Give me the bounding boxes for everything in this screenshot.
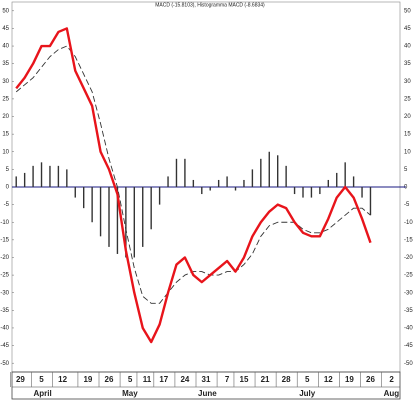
x-tick-label: 11 xyxy=(143,375,152,384)
x-tick-label: 7 xyxy=(225,375,230,384)
month-label: Aug xyxy=(384,389,400,398)
month-label: April xyxy=(34,389,52,398)
x-tick-label: 17 xyxy=(159,375,168,384)
y-tick-label: 45 xyxy=(2,26,9,32)
y-tick-label-right: -40 xyxy=(404,326,413,332)
y-tick-label-right: 0 xyxy=(404,185,408,191)
y-tick-label-right: 10 xyxy=(404,149,411,155)
y-tick-label: 0 xyxy=(6,185,10,191)
y-tick-label: 10 xyxy=(2,149,9,155)
x-tick-label: 21 xyxy=(261,375,270,384)
x-tick-label: 28 xyxy=(282,375,291,384)
y-tick-label-right: -20 xyxy=(404,255,413,261)
x-tick-label: 26 xyxy=(366,375,375,384)
y-tick-label: -20 xyxy=(0,255,9,261)
y-tick-label: -35 xyxy=(0,308,9,314)
y-tick-label: -50 xyxy=(0,361,9,367)
y-tick-label: 15 xyxy=(2,132,9,138)
y-tick-label-right: -50 xyxy=(404,361,413,367)
x-tick-label: 2 xyxy=(389,375,394,384)
y-tick-label: -10 xyxy=(0,220,9,226)
y-tick-label: -45 xyxy=(0,343,9,349)
y-tick-label-right: 40 xyxy=(404,44,411,50)
x-tick-label: 15 xyxy=(240,375,249,384)
x-tick-label: 19 xyxy=(345,375,354,384)
y-tick-label: 20 xyxy=(2,114,9,120)
y-tick-label: -5 xyxy=(4,202,10,208)
y-tick-label-right: -45 xyxy=(404,343,413,349)
y-tick-label: -40 xyxy=(0,326,9,332)
y-tick-label: 5 xyxy=(6,167,10,173)
y-tick-label-right: 30 xyxy=(404,79,411,85)
x-tick-label: 5 xyxy=(39,375,44,384)
y-tick-label: 35 xyxy=(2,61,9,67)
x-tick-label: 19 xyxy=(83,375,92,384)
x-tick-label: 5 xyxy=(305,375,310,384)
signal-line xyxy=(15,45,371,304)
y-tick-label-right: 50 xyxy=(404,8,411,14)
chart-title: MACD (-15.8103), Histogramma MACD (-8.68… xyxy=(155,2,265,8)
macd-line xyxy=(15,27,372,344)
y-tick-label-right: -15 xyxy=(404,237,413,243)
x-tick-label: 12 xyxy=(324,375,333,384)
y-tick-label: 30 xyxy=(2,79,9,85)
y-tick-label: -30 xyxy=(0,290,9,296)
x-tick-label: 29 xyxy=(16,375,25,384)
y-tick-label-right: 45 xyxy=(404,26,411,32)
month-label: May xyxy=(122,389,138,398)
y-tick-label-right: 35 xyxy=(404,61,411,67)
y-tick-label-right: -10 xyxy=(404,220,413,226)
x-tick-label: 12 xyxy=(58,375,67,384)
y-tick-label-right: 15 xyxy=(404,132,411,138)
y-tick-label-right: -5 xyxy=(404,202,410,208)
date-axis xyxy=(11,371,401,400)
x-tick-label: 24 xyxy=(180,375,189,384)
y-tick-label: 50 xyxy=(2,8,9,14)
y-tick-label: -25 xyxy=(0,273,9,279)
month-label: June xyxy=(198,389,217,398)
y-tick-label: 25 xyxy=(2,96,9,102)
x-tick-label: 26 xyxy=(105,375,114,384)
y-tick-label-right: 5 xyxy=(404,167,408,173)
x-tick-label: 31 xyxy=(202,375,211,384)
y-tick-label: 40 xyxy=(2,44,9,50)
y-tick-label-right: 20 xyxy=(404,114,411,120)
y-tick-label: -15 xyxy=(0,237,9,243)
y-tick-label-right: 25 xyxy=(404,96,411,102)
month-label: July xyxy=(299,389,316,398)
y-tick-label-right: -35 xyxy=(404,308,413,314)
y-tick-label-right: -30 xyxy=(404,290,413,296)
x-tick-label: 5 xyxy=(128,375,133,384)
y-tick-label-right: -25 xyxy=(404,273,413,279)
